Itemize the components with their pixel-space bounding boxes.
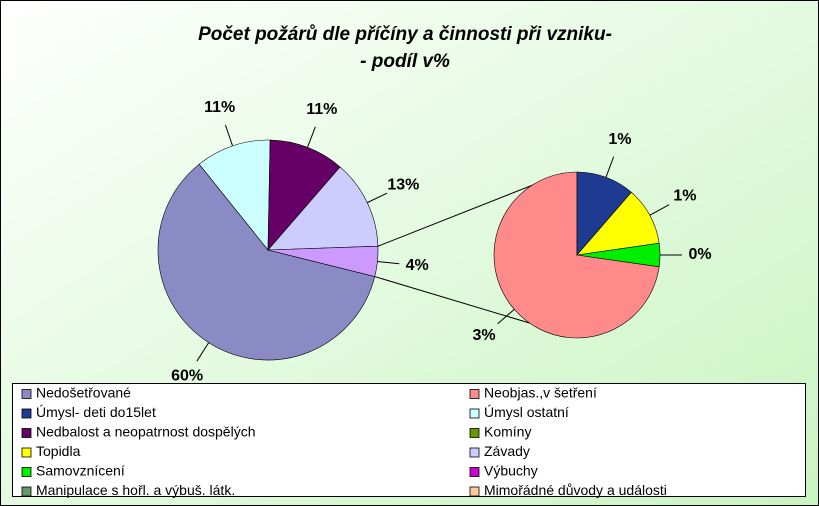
- legend-label: Závady: [484, 443, 530, 459]
- leader-line: [605, 156, 615, 178]
- legend: [12, 383, 806, 497]
- legend-label: Úmysl- deti do15let: [36, 404, 156, 420]
- leader-line: [377, 261, 400, 265]
- pie-slice: [267, 139, 341, 251]
- data-label: 13%: [387, 177, 419, 194]
- legend-label: Úmysl ostatní: [484, 404, 569, 420]
- data-label: 1%: [608, 131, 631, 148]
- chart-title: - podíl v%: [360, 51, 450, 72]
- legend-label: Samovznícení: [36, 463, 125, 479]
- data-label: 60%: [171, 368, 203, 385]
- pie-slice-other: [267, 245, 379, 277]
- legend-label: Výbuchy: [484, 463, 538, 479]
- legend-label: Komíny: [484, 424, 531, 440]
- chart-title: Počet požárů dle příčíny a činnosti při …: [198, 24, 612, 45]
- legend-swatch: [469, 447, 480, 458]
- legend-swatch: [21, 408, 32, 419]
- legend-swatch: [469, 389, 480, 399]
- data-label: 11%: [306, 101, 337, 118]
- legend-swatch: [469, 408, 480, 419]
- connector-line: [374, 276, 530, 324]
- leader-line: [649, 204, 670, 216]
- data-label: 3%: [472, 327, 495, 344]
- leader-line: [196, 342, 210, 362]
- legend-label: Neobjas.,v šetření: [484, 385, 597, 401]
- legend-swatch: [21, 389, 32, 399]
- legend-swatch: [469, 486, 480, 497]
- pie-slice: [267, 166, 379, 251]
- leader-line: [307, 126, 316, 148]
- pie-slice: [576, 242, 661, 268]
- legend-label: Nedošetřované: [36, 385, 131, 401]
- leader-line: [224, 124, 234, 147]
- data-label: 0%: [688, 246, 711, 263]
- data-label: 1%: [673, 187, 696, 204]
- legend-swatch: [21, 428, 32, 438]
- legend-swatch: [21, 467, 32, 477]
- legend-swatch: [469, 428, 480, 438]
- legend-label: Manipulace s hořl. a výbuš. látk.: [36, 482, 235, 498]
- leader-line: [497, 308, 515, 325]
- legend-label: Nedbalost a neopatrnost dospělých: [36, 424, 255, 440]
- legend-label: Topidla: [36, 443, 81, 459]
- legend-swatch: [21, 447, 32, 458]
- leader-line: [367, 192, 388, 204]
- pie-slice: [198, 139, 271, 251]
- data-label: 11%: [204, 99, 235, 116]
- data-label: 4%: [406, 257, 429, 274]
- legend-swatch: [469, 467, 480, 477]
- legend-label: Mimořádné důvody a události: [484, 482, 667, 498]
- legend-swatch: [21, 486, 32, 497]
